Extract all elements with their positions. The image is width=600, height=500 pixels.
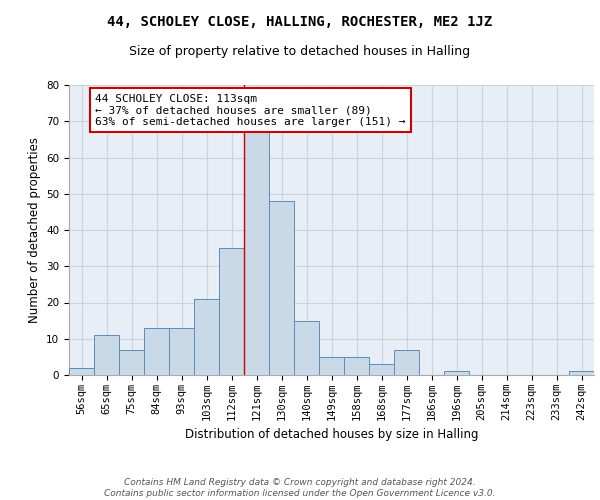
Bar <box>69 368 94 375</box>
Text: 44, SCHOLEY CLOSE, HALLING, ROCHESTER, ME2 1JZ: 44, SCHOLEY CLOSE, HALLING, ROCHESTER, M… <box>107 15 493 29</box>
Bar <box>144 328 169 375</box>
Bar <box>444 372 469 375</box>
Text: 44 SCHOLEY CLOSE: 113sqm
← 37% of detached houses are smaller (89)
63% of semi-d: 44 SCHOLEY CLOSE: 113sqm ← 37% of detach… <box>95 94 406 127</box>
Text: Size of property relative to detached houses in Halling: Size of property relative to detached ho… <box>130 45 470 58</box>
Bar <box>94 335 119 375</box>
Bar <box>344 357 369 375</box>
Bar <box>269 201 294 375</box>
Y-axis label: Number of detached properties: Number of detached properties <box>28 137 41 323</box>
Bar <box>294 320 319 375</box>
X-axis label: Distribution of detached houses by size in Halling: Distribution of detached houses by size … <box>185 428 478 442</box>
Text: Contains HM Land Registry data © Crown copyright and database right 2024.
Contai: Contains HM Land Registry data © Crown c… <box>104 478 496 498</box>
Bar <box>394 350 419 375</box>
Bar <box>319 357 344 375</box>
Bar <box>369 364 394 375</box>
Bar <box>569 372 594 375</box>
Bar <box>244 128 269 375</box>
Bar <box>169 328 194 375</box>
Bar <box>119 350 144 375</box>
Bar <box>219 248 244 375</box>
Bar <box>194 299 219 375</box>
